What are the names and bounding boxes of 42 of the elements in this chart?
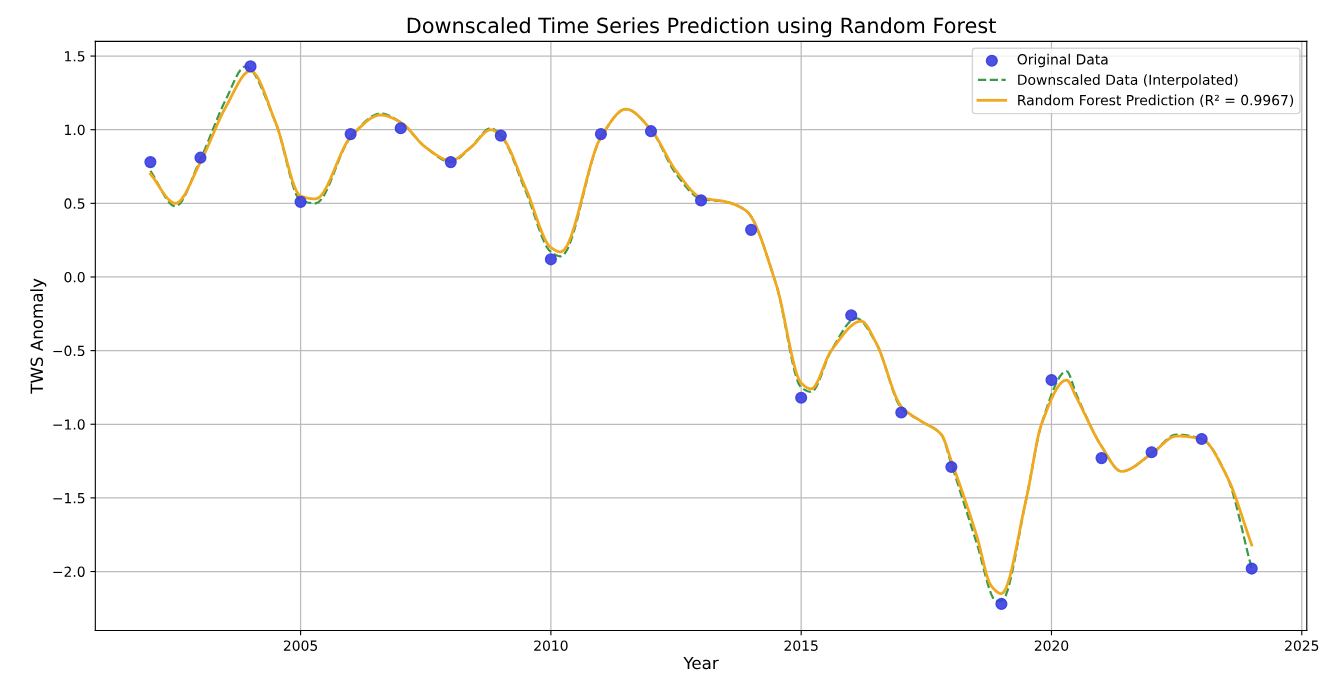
x-axis-title: Year bbox=[683, 656, 719, 670]
point bbox=[594, 128, 608, 141]
point bbox=[795, 391, 808, 404]
point bbox=[1245, 562, 1258, 575]
point bbox=[945, 460, 958, 474]
y-tick-label: −1.5 bbox=[53, 493, 85, 504]
x-tick-label: 2005 bbox=[283, 640, 318, 651]
point bbox=[895, 406, 908, 419]
point bbox=[194, 151, 207, 164]
legend-label: Downscaled Data (Interpolated) bbox=[1018, 74, 1238, 88]
y-tick-label: −0.5 bbox=[53, 345, 85, 357]
point bbox=[694, 194, 708, 207]
legend-label: Random Forest Prediction (R² = 0.9967) bbox=[1018, 94, 1294, 107]
point bbox=[494, 129, 507, 142]
y-tick-label: 1.0 bbox=[65, 124, 85, 136]
point bbox=[845, 309, 858, 322]
point bbox=[394, 122, 407, 135]
point bbox=[1095, 452, 1108, 465]
point bbox=[144, 156, 157, 169]
y-tick-label: −2.0 bbox=[53, 566, 85, 577]
chart-title: Downscaled Time Series Prediction using Random Forest bbox=[407, 17, 996, 38]
x-tick-label: 2010 bbox=[534, 640, 568, 651]
x-tick-label: 2015 bbox=[784, 640, 818, 651]
legend-label: Original Data bbox=[1017, 53, 1108, 68]
point bbox=[544, 253, 557, 266]
point bbox=[294, 195, 307, 208]
point bbox=[344, 128, 357, 141]
point bbox=[644, 125, 658, 138]
x-tick-label: 2020 bbox=[1034, 640, 1069, 651]
point bbox=[1145, 446, 1158, 459]
y-tick-label: −1.0 bbox=[53, 419, 85, 430]
x-tick-label: 2025 bbox=[1285, 640, 1319, 651]
point bbox=[444, 156, 457, 169]
point bbox=[244, 60, 257, 73]
point bbox=[1045, 373, 1058, 387]
y-tick-label: 1.5 bbox=[65, 51, 85, 62]
y-tick-label: 0.5 bbox=[64, 198, 85, 209]
y-axis-title: TWS Anomaly bbox=[30, 278, 47, 394]
point bbox=[1195, 432, 1208, 446]
point bbox=[995, 597, 1008, 611]
point bbox=[745, 223, 758, 236]
y-tick-label: 0.0 bbox=[64, 271, 85, 283]
